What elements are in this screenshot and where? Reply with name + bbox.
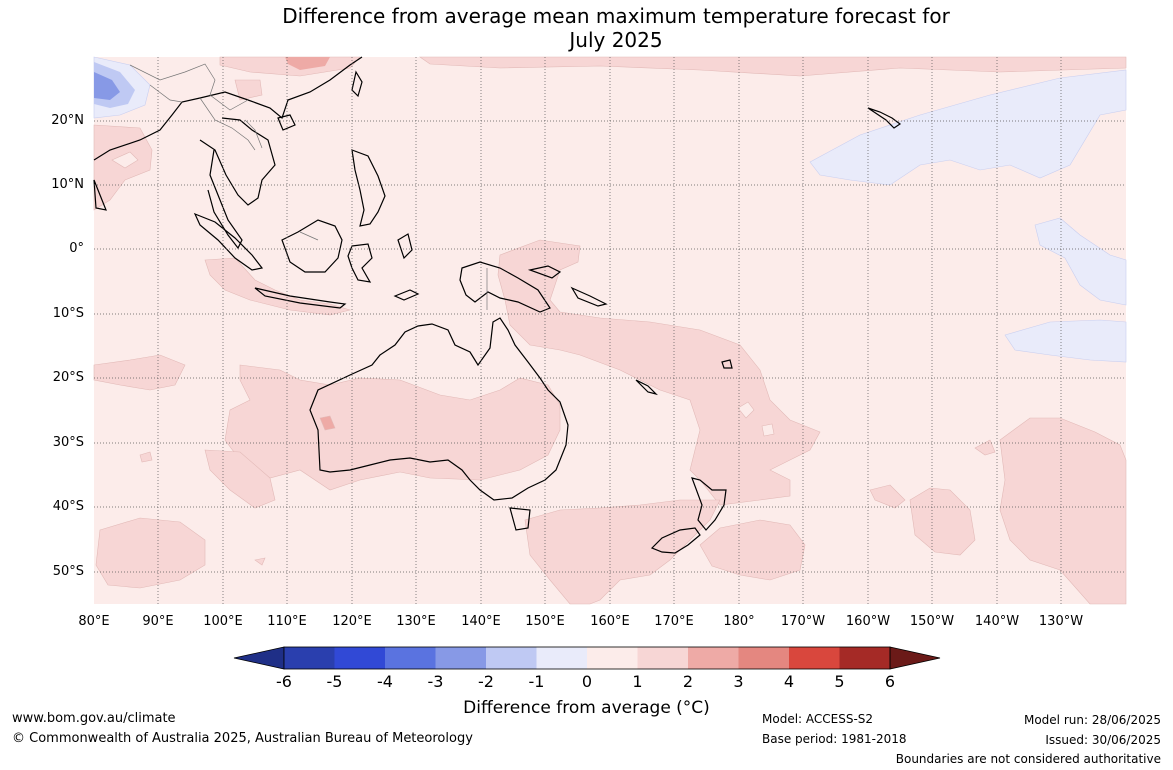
colorbar-segment bbox=[334, 647, 385, 669]
new-caledonia-coastline bbox=[635, 379, 658, 396]
colorbar-label: Difference from average (°C) bbox=[463, 698, 710, 718]
copyright-text: © Commonwealth of Australia 2025, Austra… bbox=[12, 731, 473, 746]
colorbar-segment bbox=[284, 647, 335, 669]
lon-label-160w: 160°W bbox=[845, 614, 891, 629]
colorbar-tick-label: 0 bbox=[581, 672, 593, 691]
philippines-coastline bbox=[351, 149, 386, 227]
colorbar-tick-label: -4 bbox=[377, 672, 393, 691]
lon-label-150e: 150°E bbox=[525, 614, 565, 629]
malay-peninsula-coastline bbox=[207, 149, 243, 250]
colorbar-segment bbox=[738, 647, 789, 669]
colorbar-segment bbox=[789, 647, 840, 669]
lon-label-130e: 130°E bbox=[396, 614, 436, 629]
lat-label-50s: 50°S bbox=[52, 564, 84, 579]
colorbar-segment bbox=[839, 647, 890, 669]
lat-label-10n: 10°N bbox=[51, 177, 84, 192]
solomons-coastline bbox=[570, 286, 608, 307]
anomaly-neutral-pockets bbox=[111, 151, 775, 437]
colorbar-tick-label: -5 bbox=[326, 672, 343, 691]
new-britain-coastline bbox=[527, 265, 562, 279]
map-title: Difference from average mean maximum tem… bbox=[0, 4, 1173, 52]
website-link[interactable]: www.bom.gov.au/climate bbox=[12, 711, 176, 726]
colorbar-segment bbox=[385, 647, 436, 669]
lat-label-10s: 10°S bbox=[52, 306, 84, 321]
boundaries-disclaimer: Boundaries are not considered authoritat… bbox=[895, 752, 1161, 766]
colorbar-segment bbox=[637, 647, 688, 669]
australia-coastline bbox=[309, 317, 569, 501]
lat-label-40s: 40°S bbox=[52, 499, 84, 514]
country-borders bbox=[129, 63, 488, 310]
new-guinea-coastline bbox=[459, 261, 551, 313]
colorbar-segment bbox=[536, 647, 587, 669]
graticule bbox=[94, 57, 1126, 604]
colorbar-arrow-low bbox=[233, 646, 285, 670]
colorbar-tick-label: 4 bbox=[783, 672, 795, 691]
asia-coastline bbox=[93, 56, 363, 161]
colorbar-tick-label: 3 bbox=[733, 672, 744, 691]
title-line-2: July 2025 bbox=[569, 28, 663, 52]
tasmania-coastline bbox=[509, 507, 531, 531]
new-zealand-north-coastline bbox=[691, 477, 727, 531]
lat-label-20n: 20°N bbox=[51, 113, 84, 128]
lat-label-30s: 30°S bbox=[52, 435, 84, 450]
lon-label-120e: 120°E bbox=[332, 614, 372, 629]
anomaly-hot-region bbox=[285, 57, 330, 70]
colorbar-segment bbox=[688, 647, 739, 669]
anomaly-cool-regions bbox=[93, 56, 1127, 363]
colorbar-tick-label: -3 bbox=[427, 672, 444, 691]
lon-label-90e: 90°E bbox=[142, 614, 174, 629]
lon-label-170e: 170°E bbox=[654, 614, 694, 629]
lon-label-170w: 170°W bbox=[780, 614, 826, 629]
colorbar-segment bbox=[486, 647, 537, 669]
indochina-coastline bbox=[199, 117, 276, 206]
issued-date: Issued: 30/06/2025 bbox=[1045, 733, 1161, 747]
lat-label-20s: 20°S bbox=[52, 370, 84, 385]
timor-coastline bbox=[393, 289, 420, 301]
lon-label-140w: 140°W bbox=[974, 614, 1020, 629]
colorbar-tick-label: -1 bbox=[528, 672, 545, 691]
lon-label-160e: 160°E bbox=[590, 614, 630, 629]
fiji-coastline bbox=[721, 359, 733, 369]
model-run-date: Model run: 28/06/2025 bbox=[1023, 713, 1161, 727]
lon-label-140e: 140°E bbox=[461, 614, 501, 629]
colorbar bbox=[233, 646, 941, 670]
colorbar-arrow-high bbox=[889, 646, 941, 670]
halmahera-coastline bbox=[397, 233, 413, 260]
java-coastline bbox=[254, 287, 347, 309]
taiwan-coastline bbox=[351, 70, 363, 98]
colorbar-segment bbox=[435, 647, 486, 669]
anomaly-warm-regions bbox=[93, 56, 1127, 605]
sulawesi-coastline bbox=[347, 243, 373, 283]
lon-label-150w: 150°W bbox=[909, 614, 955, 629]
lon-label-180: 180° bbox=[723, 614, 755, 629]
colorbar-tick-label: 2 bbox=[682, 672, 694, 691]
title-line-1: Difference from average mean maximum tem… bbox=[282, 4, 950, 28]
hainan-coastline bbox=[277, 114, 296, 131]
colorbar-tick-label: 5 bbox=[834, 672, 845, 691]
coastlines bbox=[93, 56, 902, 554]
anomaly-colder-region bbox=[94, 72, 120, 100]
lon-label-130w: 130°W bbox=[1038, 614, 1084, 629]
lon-label-80e: 80°E bbox=[78, 614, 110, 629]
lon-label-100e: 100°E bbox=[203, 614, 243, 629]
colorbar-segment bbox=[587, 647, 638, 669]
model-name: Model: ACCESS-S2 bbox=[762, 712, 874, 726]
colorbar-tick-label: 1 bbox=[632, 672, 643, 691]
hawaii-coastline bbox=[867, 107, 902, 129]
colorbar-tick-label: -2 bbox=[478, 672, 494, 691]
lat-label-equator: 0° bbox=[69, 241, 84, 256]
colorbar-outline bbox=[283, 646, 891, 670]
colorbar-tick-label: 6 bbox=[884, 672, 896, 691]
base-period: Base period: 1981-2018 bbox=[762, 732, 907, 746]
new-zealand-south-coastline bbox=[650, 527, 701, 554]
colorbar-tick-label: -6 bbox=[276, 672, 292, 691]
sri-lanka-coastline bbox=[93, 179, 107, 211]
lon-label-110e: 110°E bbox=[267, 614, 307, 629]
